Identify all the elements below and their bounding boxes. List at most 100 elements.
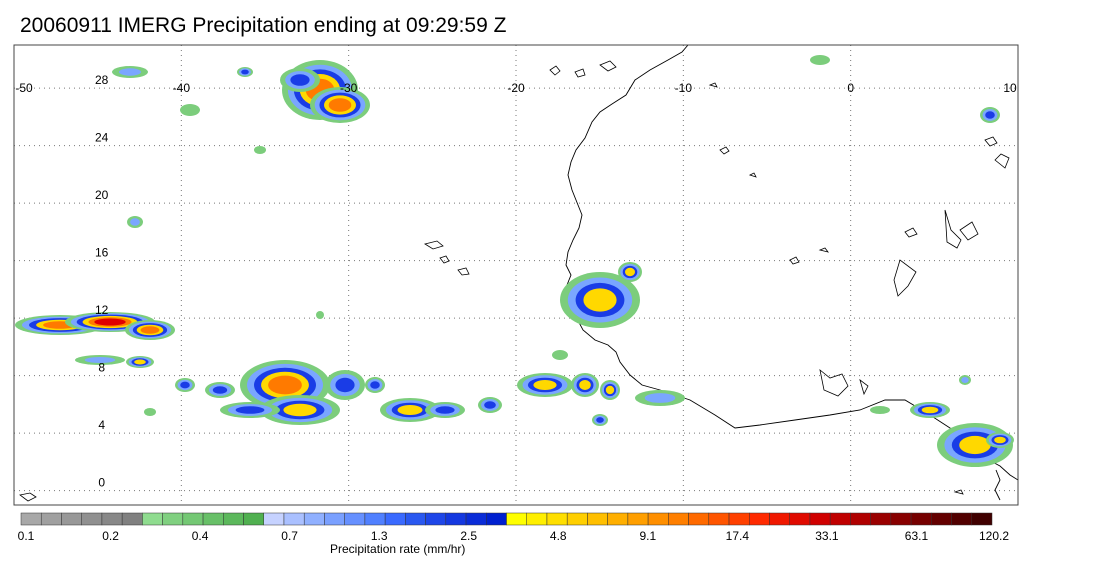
- rain-cell: [144, 408, 156, 416]
- colorbar-swatch: [81, 512, 103, 526]
- latitude-label: 20: [95, 188, 109, 202]
- colorbar-swatch: [162, 512, 184, 526]
- rain-cell: [235, 406, 265, 414]
- colorbar-tick-label: 2.5: [460, 529, 477, 543]
- colorbar-swatch: [607, 512, 629, 526]
- colorbar-swatch: [405, 512, 426, 526]
- rain-cell: [959, 435, 991, 455]
- rain-cell: [870, 406, 890, 414]
- colorbar-swatch: [566, 512, 588, 526]
- colorbar-swatch: [870, 512, 892, 526]
- longitude-labels: -50 -40 -30 -20 -10 0 10: [15, 81, 1017, 95]
- rain-cell: [283, 403, 317, 417]
- colorbar-swatch: [890, 512, 912, 526]
- latitude-label: 16: [95, 246, 109, 260]
- colorbar-swatch: [364, 512, 386, 526]
- colorbar-swatch: [850, 512, 871, 526]
- colorbar-swatch: [40, 512, 62, 526]
- rain-cell: [140, 326, 160, 334]
- colorbar-tick-label: 120.2: [979, 529, 1009, 543]
- rain-cell: [994, 436, 1006, 444]
- colorbar-label: Precipitation rate (mm/hr): [330, 542, 466, 556]
- rain-cell: [119, 68, 141, 76]
- colorbar-tick-label: 0.7: [281, 529, 298, 543]
- latitude-label: 0: [98, 476, 105, 490]
- colorbar-tick-label: 0.4: [192, 529, 209, 543]
- rain-cell: [583, 288, 617, 312]
- longitude-label: -10: [675, 81, 693, 95]
- colorbar-swatch: [668, 512, 689, 526]
- colorbar-tick-label: 4.8: [550, 529, 567, 543]
- rain-cell: [484, 401, 496, 409]
- colorbar-tick-labels: 0.1 0.2 0.4 0.7 1.3 2.5 4.8 9.1 17.4 33.1 63.1 120.…: [18, 529, 1010, 543]
- latitude-label: 12: [95, 303, 109, 317]
- rain-cell: [241, 69, 249, 75]
- colorbar-swatch: [384, 512, 406, 526]
- colorbar-swatch: [324, 512, 345, 526]
- rain-cell: [254, 146, 266, 154]
- rain-cell: [985, 111, 995, 119]
- colorbar-swatch: [61, 512, 82, 526]
- colorbar-tick-label: 0.2: [102, 529, 119, 543]
- rain-cell: [397, 405, 423, 415]
- colorbar-swatch: [303, 512, 325, 526]
- rain-cell: [533, 380, 557, 390]
- colorbar-swatch: [263, 512, 285, 526]
- rain-cell: [94, 318, 126, 326]
- rain-cell: [810, 55, 830, 65]
- colorbar-swatch: [283, 512, 305, 526]
- rain-cell: [435, 406, 455, 414]
- colorbar-tick-label: 33.1: [815, 529, 839, 543]
- inland-water-outlines: [19, 60, 1010, 502]
- colorbar-swatch: [526, 512, 548, 526]
- colorbar-swatch: [465, 512, 487, 526]
- colorbar-swatch: [829, 512, 851, 526]
- colorbar-swatch: [931, 512, 952, 526]
- rain-cell: [370, 381, 380, 389]
- rain-cell: [644, 393, 676, 403]
- colorbar-swatch: [243, 512, 265, 526]
- colorbar-swatch: [728, 512, 750, 526]
- rain-cell: [180, 381, 190, 389]
- colorbar-tick-label: 0.1: [18, 529, 35, 543]
- colorbar-swatch: [20, 512, 42, 526]
- rain-cell: [552, 350, 568, 360]
- colorbar-swatch: [202, 512, 224, 526]
- longitude-label: -50: [15, 81, 33, 95]
- latitude-label: 28: [95, 73, 109, 87]
- longitude-label: 0: [847, 81, 854, 95]
- rain-cell: [961, 377, 969, 383]
- colorbar-swatch: [101, 512, 123, 526]
- colorbar-swatch: [546, 512, 568, 526]
- rain-cell: [290, 74, 310, 86]
- colorbar: [20, 512, 993, 526]
- colorbar-swatch: [910, 512, 932, 526]
- colorbar-swatch: [223, 512, 244, 526]
- colorbar-swatch: [647, 512, 669, 526]
- rain-cell: [921, 406, 939, 414]
- map-frame: [13, 44, 1019, 506]
- latitude-label: 24: [95, 131, 109, 145]
- colorbar-swatch: [587, 512, 608, 526]
- rain-cell: [316, 311, 324, 319]
- colorbar-swatch: [749, 512, 770, 526]
- longitude-label: -30: [340, 81, 358, 95]
- rain-cell: [625, 267, 635, 277]
- colorbar-swatch: [627, 512, 649, 526]
- colorbar-swatch: [344, 512, 366, 526]
- rain-cell: [268, 375, 302, 395]
- rain-cell: [596, 417, 604, 423]
- rain-cell: [134, 359, 146, 365]
- colorbar-swatch: [121, 512, 143, 526]
- latitude-labels: 28 24 20 16 12 8 4 0: [95, 73, 109, 490]
- map-grid: [14, 45, 1018, 505]
- colorbar-swatch: [425, 512, 447, 526]
- colorbar-tick-label: 63.1: [905, 529, 929, 543]
- longitude-label: 10: [1003, 81, 1017, 95]
- colorbar-swatch: [971, 512, 993, 526]
- coastline-west-africa: [565, 45, 1018, 481]
- map-title: 20060911 IMERG Precipitation ending at 0…: [20, 14, 507, 37]
- colorbar-swatch: [769, 512, 790, 526]
- colorbar-swatch: [182, 512, 204, 526]
